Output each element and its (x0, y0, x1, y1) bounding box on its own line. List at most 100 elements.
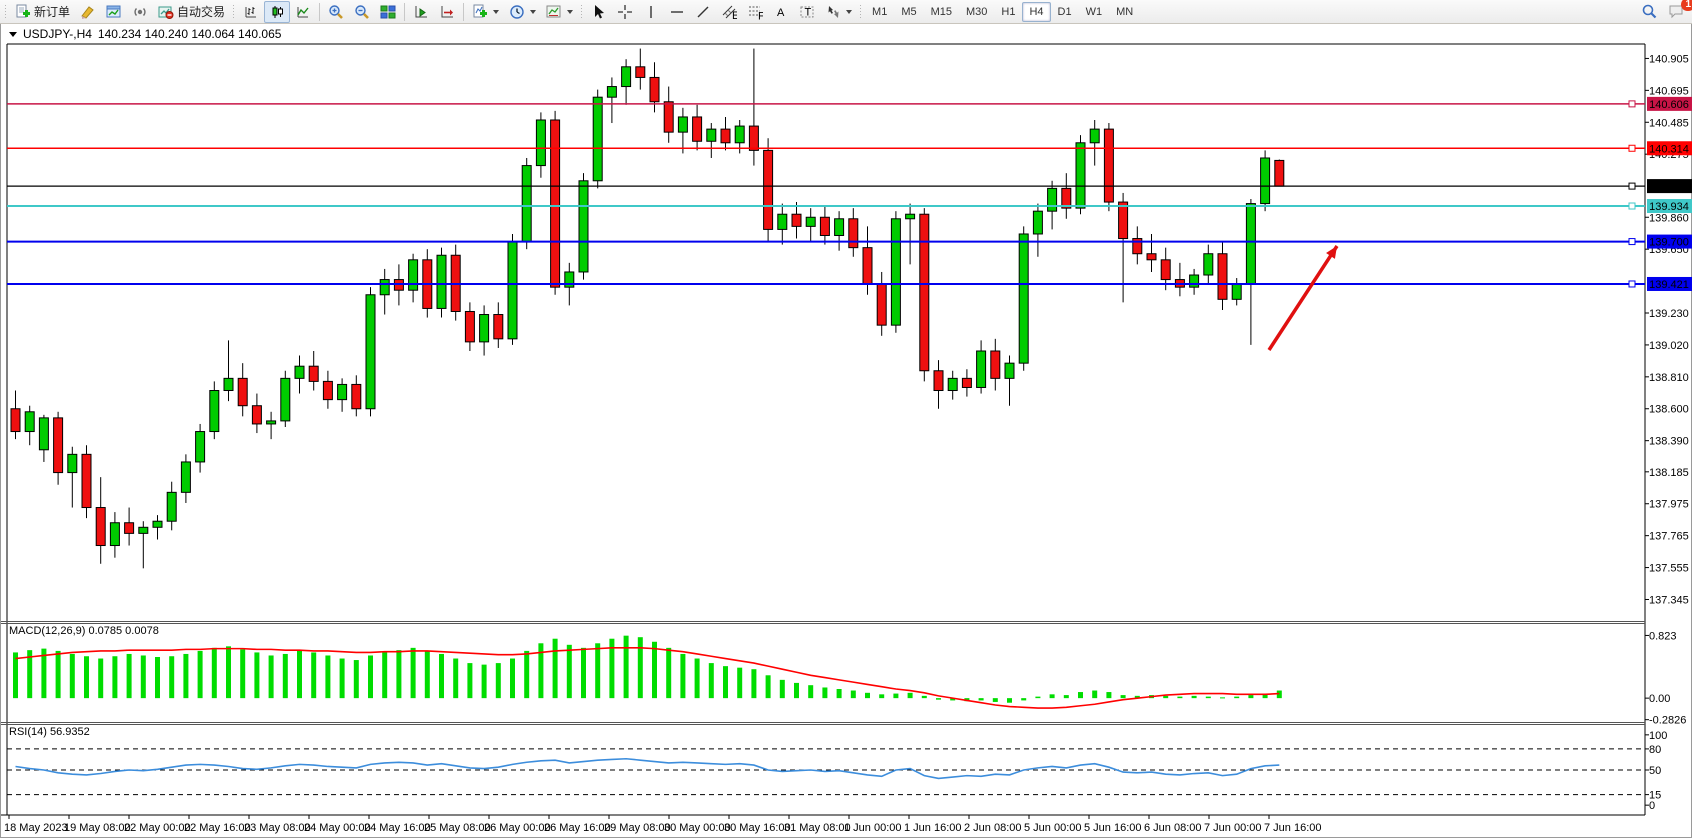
zoom-in-button[interactable] (323, 1, 349, 23)
macd-histogram-bar (69, 653, 75, 699)
search-button[interactable] (1636, 1, 1663, 23)
crosshair-icon (617, 4, 633, 20)
tile-windows-icon (380, 4, 396, 20)
chart-surface[interactable]: 140.905140.695140.485140.275139.860139.6… (1, 24, 1692, 838)
notifications-button[interactable]: 1 (1663, 0, 1692, 23)
auto-scroll-icon (413, 4, 429, 20)
macd-histogram-bar (410, 647, 416, 699)
timeframe-m30[interactable]: M30 (966, 5, 988, 18)
chart-ohlc-values: 140.234 140.240 140.064 140.065 (97, 27, 282, 41)
level-line-139.934[interactable] (7, 202, 1645, 210)
trendline-icon (695, 4, 711, 20)
level-line-139.421[interactable] (7, 280, 1645, 288)
vertical-line-button[interactable] (638, 1, 664, 23)
svg-text:15: 15 (1649, 790, 1661, 802)
text-label-button[interactable]: T (794, 1, 820, 23)
macd-histogram-bar (907, 692, 913, 699)
autotrading-label: 自动交易 (177, 5, 226, 19)
templates-icon (546, 4, 562, 20)
signals-icon (132, 4, 148, 20)
new-chart-button[interactable] (101, 1, 127, 23)
macd-histogram-bar (311, 652, 317, 699)
periods-button[interactable] (504, 1, 541, 23)
svg-text:2 Jun 08:00: 2 Jun 08:00 (964, 822, 1022, 834)
price-badge-139.934: 139.934 (1647, 199, 1692, 214)
svg-text:30 May 16:00: 30 May 16:00 (724, 822, 791, 834)
chart-shift-button[interactable] (434, 1, 460, 23)
templates-button[interactable] (541, 1, 578, 23)
horizontal-line-button[interactable] (664, 1, 690, 23)
marker-icon (80, 4, 96, 20)
price-badge-140.606: 140.606 (1647, 96, 1692, 111)
macd-histogram-bar (197, 650, 203, 699)
svg-text:139.700: 139.700 (1649, 237, 1689, 249)
zoom-out-button[interactable] (349, 1, 375, 23)
macd-histogram-bar (581, 647, 586, 699)
trendline-button[interactable] (690, 1, 716, 23)
price-axis: 140.905140.695140.485140.275139.860139.6… (1645, 53, 1689, 606)
svg-text:7 Jun 00:00: 7 Jun 00:00 (1204, 822, 1262, 834)
level-line-140.314[interactable] (7, 144, 1645, 152)
timeframe-h1[interactable]: H1 (1001, 5, 1016, 18)
svg-text:140.485: 140.485 (1649, 117, 1689, 129)
chart-frame (1, 43, 1646, 816)
macd-histogram-bar (495, 663, 501, 699)
timeframe-d1[interactable]: D1 (1057, 5, 1072, 18)
level-line-140.065[interactable] (7, 182, 1645, 190)
macd-histogram-bar (737, 667, 743, 699)
level-line-139.700[interactable] (7, 238, 1645, 246)
macd-histogram-bar (396, 650, 402, 699)
text-label-icon: T (799, 4, 815, 20)
timeframe-m15[interactable]: M15 (930, 5, 952, 18)
signals-button[interactable] (127, 1, 153, 23)
level-line-140.606[interactable] (7, 100, 1645, 108)
cursor-button[interactable] (586, 1, 612, 23)
svg-text:30 May 00:00: 30 May 00:00 (664, 822, 731, 834)
timeframe-h4[interactable]: H4 (1022, 1, 1051, 22)
macd-histogram-bar (552, 638, 558, 699)
timeframe-w1[interactable]: W1 (1085, 5, 1103, 18)
svg-text:22 May 00:00: 22 May 00:00 (124, 822, 191, 834)
svg-text:139.020: 139.020 (1649, 340, 1689, 352)
macd-histogram-bar (1234, 696, 1240, 699)
macd-histogram-bar (637, 637, 643, 699)
timeframe-mn[interactable]: MN (1116, 5, 1134, 18)
macd-histogram-bar (652, 641, 657, 699)
horizontal-line-icon (669, 4, 685, 20)
new-order-button[interactable]: 新订单 (10, 1, 75, 23)
svg-text:138.185: 138.185 (1649, 467, 1689, 479)
macd-histogram-bar (779, 679, 785, 699)
macd-histogram-bar (1262, 693, 1268, 699)
text-button[interactable]: A (768, 1, 794, 23)
toolbar-drag-handle[interactable] (4, 3, 8, 20)
bar-chart-button[interactable] (238, 1, 264, 23)
macd-histogram-bar (481, 664, 487, 699)
arrows-button[interactable] (820, 1, 857, 23)
trend-arrow[interactable] (1267, 245, 1339, 351)
macd-histogram-bar (1163, 695, 1169, 699)
indicators-caret-icon (493, 9, 500, 14)
autotrading-button[interactable]: 自动交易 (153, 1, 230, 23)
candlestick-chart-button[interactable] (264, 0, 291, 23)
indicators-button[interactable] (467, 1, 504, 23)
svg-text:T: T (805, 6, 812, 18)
line-chart-button[interactable] (290, 1, 316, 23)
timeframe-m1[interactable]: M1 (872, 5, 888, 18)
macd-indicator-label: MACD(12,26,9) 0.0785 0.0078 (9, 625, 159, 637)
auto-scroll-button[interactable] (408, 1, 434, 23)
svg-text:137.345: 137.345 (1649, 594, 1689, 606)
crosshair-button[interactable] (612, 1, 638, 23)
toolbar-drag-handle[interactable] (232, 3, 237, 20)
timeframe-m5[interactable]: M5 (901, 5, 917, 18)
macd-histogram-bar (41, 648, 47, 699)
macd-histogram-bar (1078, 692, 1083, 699)
fibonacci-button[interactable]: F (742, 1, 768, 23)
marker-button[interactable] (75, 1, 101, 23)
svg-text:138.810: 138.810 (1649, 372, 1689, 384)
toolbar-drag-handle[interactable] (859, 3, 864, 20)
equidistant-channel-button[interactable]: E (716, 1, 742, 23)
price-badge-139.700: 139.700 (1647, 234, 1692, 249)
tile-windows-button[interactable] (375, 1, 401, 23)
macd-histogram-bar (538, 643, 544, 699)
toolbar-drag-handle[interactable] (580, 3, 585, 20)
